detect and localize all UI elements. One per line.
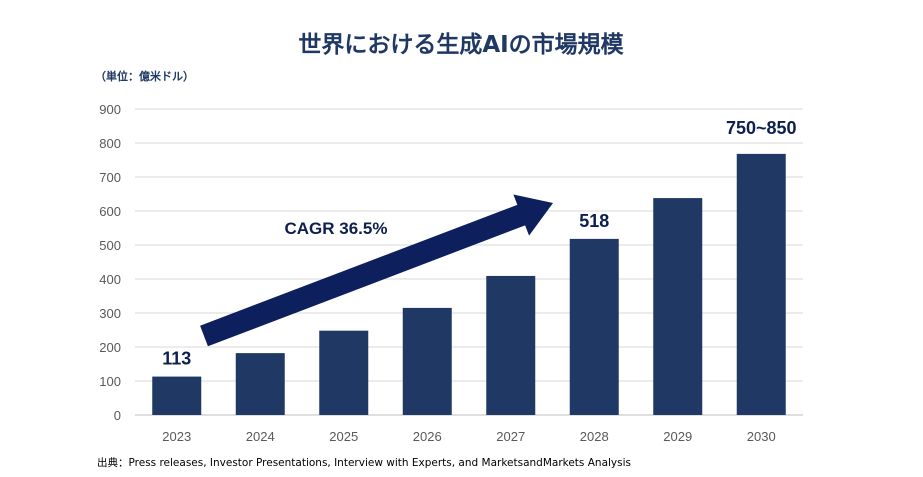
y-tick-label: 500 [99, 238, 121, 253]
cagr-arrow [200, 194, 553, 347]
x-tick-label: 2027 [496, 429, 525, 444]
y-tick-label: 900 [99, 102, 121, 117]
y-axis: 0 100 200 300 400 500 600 700 800 900 [99, 102, 121, 423]
x-tick-label: 2023 [162, 429, 191, 444]
y-tick-label: 0 [114, 408, 121, 423]
data-label: 750~850 [726, 118, 797, 138]
bar-2030 [736, 153, 786, 415]
y-tick-label: 800 [99, 136, 121, 151]
x-tick-label: 2028 [580, 429, 609, 444]
cagr-annotation: CAGR 36.5% [285, 219, 388, 238]
bar-2026 [402, 307, 452, 415]
x-tick-label: 2030 [747, 429, 776, 444]
bar-2025 [319, 330, 369, 415]
bar-2023 [152, 376, 202, 415]
bars [152, 153, 786, 415]
bar-2027 [486, 275, 536, 415]
bar-2028 [569, 238, 619, 415]
y-tick-label: 700 [99, 170, 121, 185]
gridlines [135, 108, 803, 416]
y-tick-label: 100 [99, 374, 121, 389]
y-tick-label: 200 [99, 340, 121, 355]
unit-label: （単位：億米ドル） [95, 69, 194, 83]
bar-2029 [653, 198, 703, 415]
chart-title: 世界における生成AIの市場規模 [298, 31, 624, 58]
data-label: 113 [162, 349, 191, 369]
x-tick-label: 2024 [246, 429, 275, 444]
arrow-icon [200, 194, 553, 347]
data-label: 518 [579, 211, 609, 231]
x-tick-label: 2029 [663, 429, 692, 444]
y-tick-label: 300 [99, 306, 121, 321]
x-tick-label: 2025 [329, 429, 358, 444]
data-labels: 113 518 750~850 [162, 118, 796, 369]
x-tick-label: 2026 [413, 429, 442, 444]
y-tick-label: 400 [99, 272, 121, 287]
y-tick-label: 600 [99, 204, 121, 219]
source-note: 出典：Press releases, Investor Presentation… [97, 456, 631, 469]
bar-2024 [235, 353, 285, 415]
x-axis: 2023 2024 2025 2026 2027 2028 2029 2030 [162, 429, 775, 444]
